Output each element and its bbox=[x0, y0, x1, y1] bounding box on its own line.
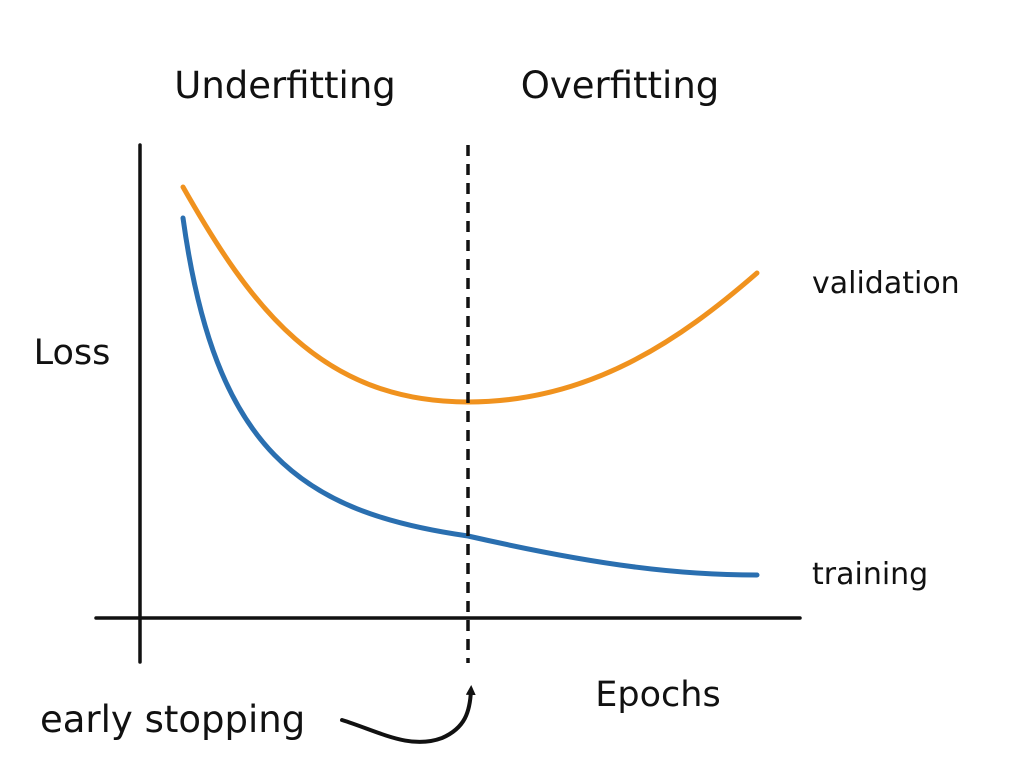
region-label-underfitting: Underfitting bbox=[174, 64, 396, 107]
region-label-overfitting: Overfitting bbox=[521, 64, 720, 107]
training-series-label: training bbox=[812, 557, 928, 592]
y-axis-label: Loss bbox=[34, 333, 111, 373]
early-stopping-arrow bbox=[340, 685, 476, 744]
training-series-line bbox=[180, 215, 760, 578]
early-stopping-label: early stopping bbox=[40, 698, 305, 741]
validation-series-label: validation bbox=[812, 266, 960, 301]
validation-series-line bbox=[180, 184, 760, 405]
x-axis-label: Epochs bbox=[595, 675, 720, 715]
